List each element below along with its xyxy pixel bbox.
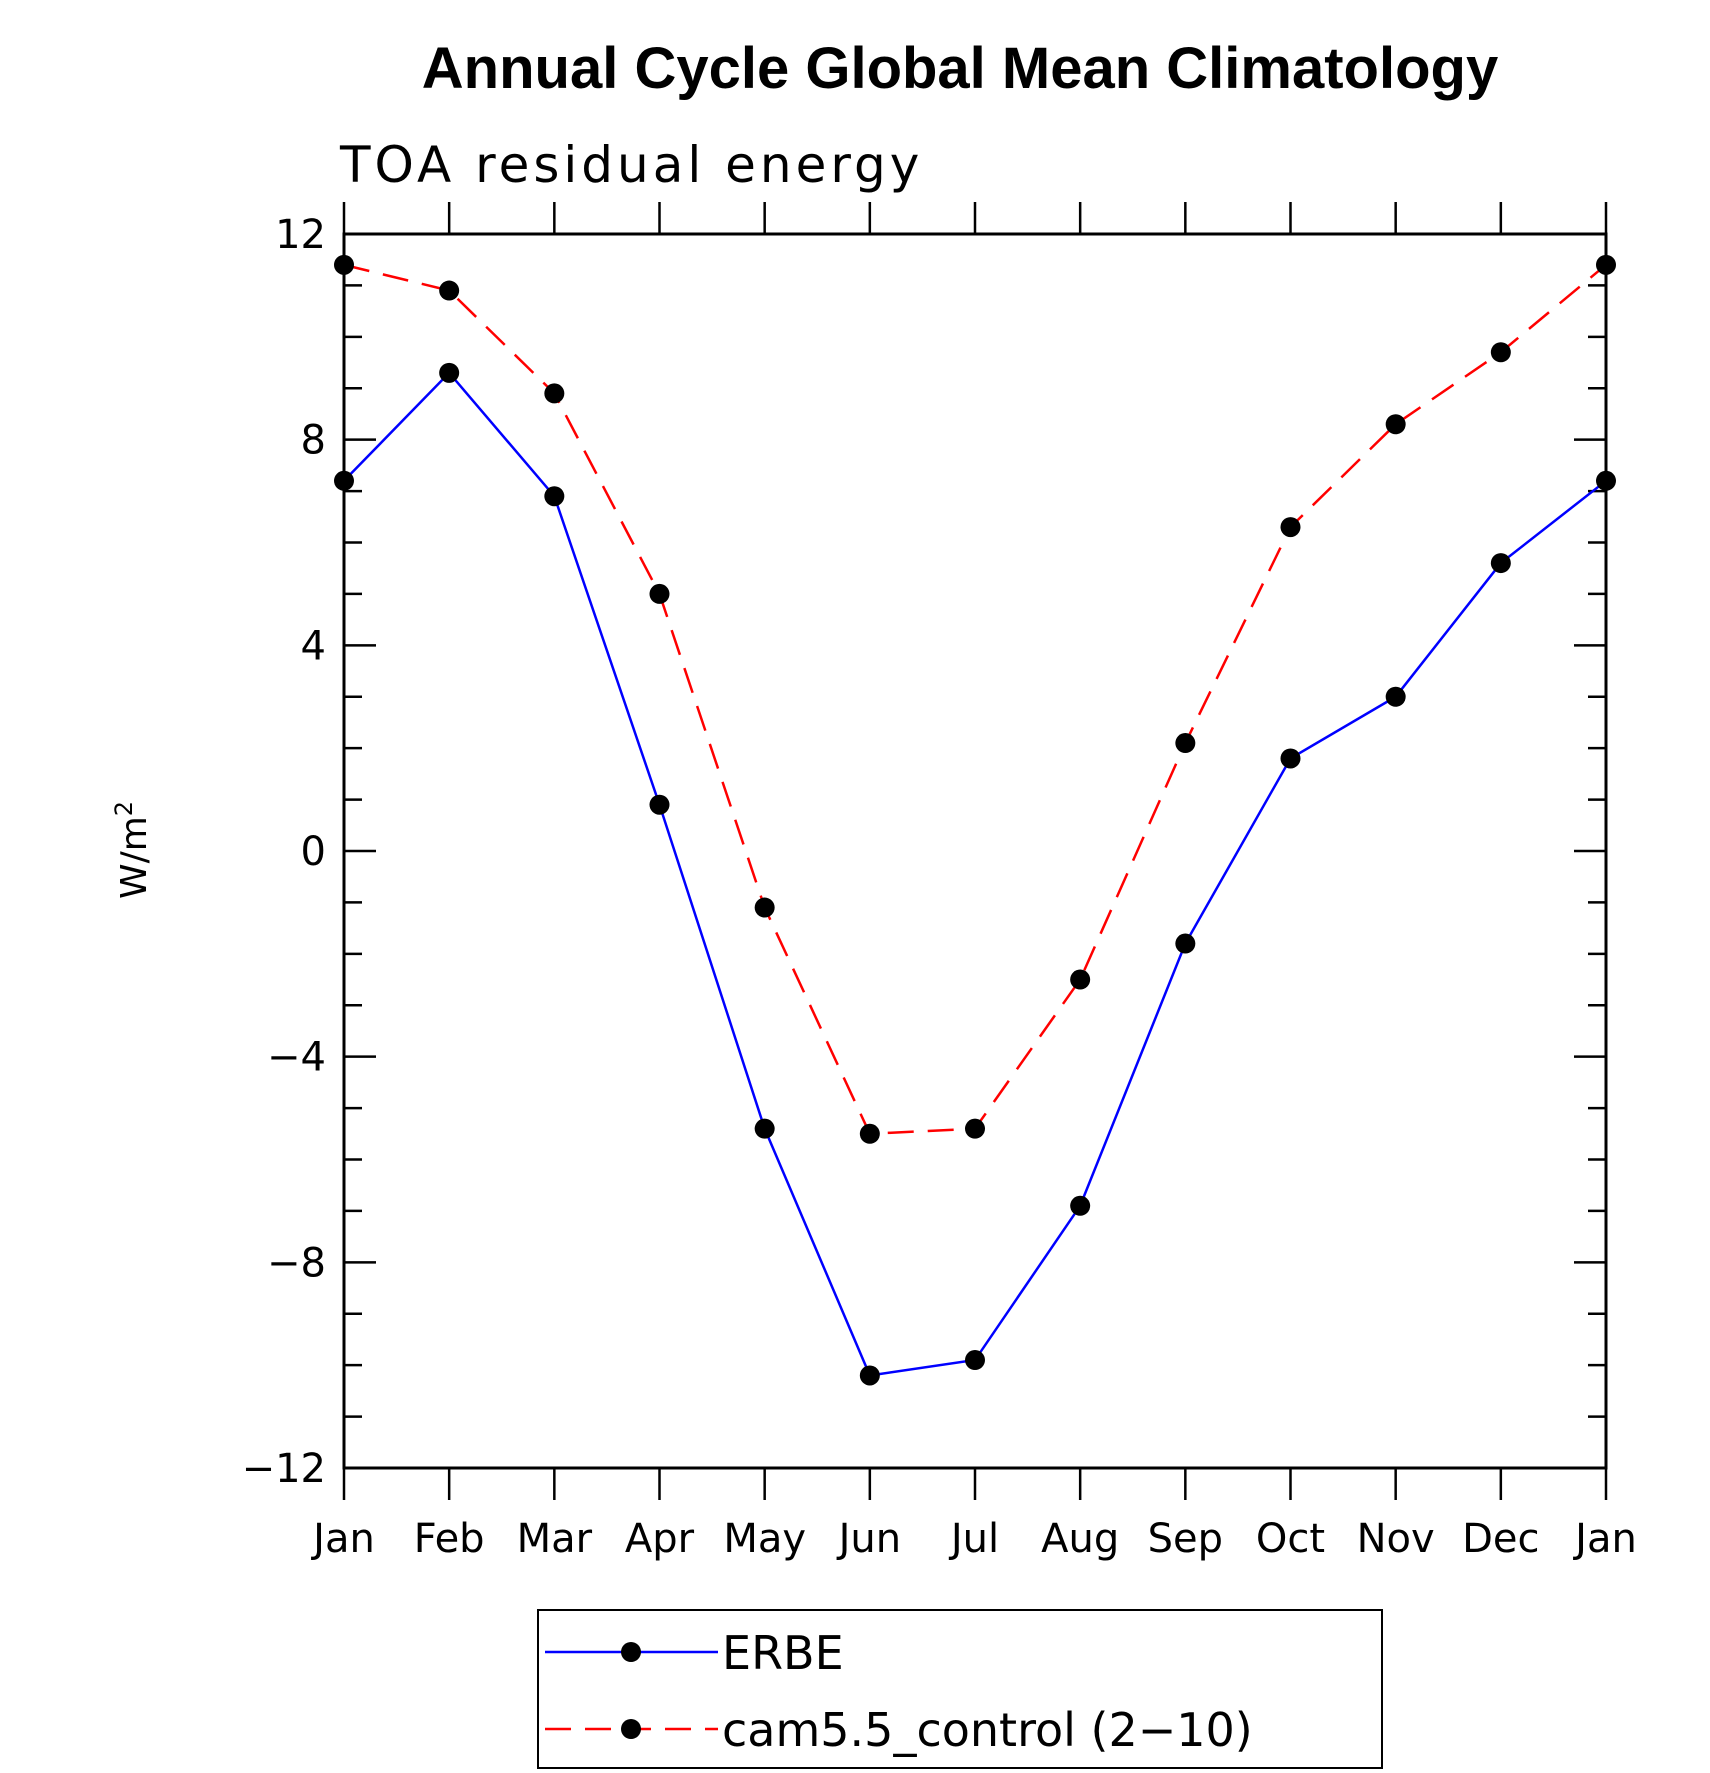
data-point — [439, 362, 460, 383]
data-point — [544, 383, 565, 404]
data-point — [754, 1118, 775, 1139]
y-axis-label-text: W/m — [114, 816, 155, 899]
y-tick-label: 0 — [301, 829, 326, 875]
x-tick-label: Sep — [1148, 1516, 1223, 1562]
data-point — [1070, 969, 1091, 990]
chart-subtitle: TOA residual energy — [339, 136, 923, 194]
series-0 — [334, 362, 1616, 1386]
plot-frame — [342, 232, 1608, 1470]
data-point — [1596, 470, 1616, 491]
data-point — [1070, 1195, 1091, 1216]
data-point — [1175, 933, 1196, 954]
y-tick-label: 8 — [301, 418, 326, 464]
y-tick-label: 4 — [301, 623, 326, 669]
y-tick-label: −12 — [242, 1446, 326, 1492]
legend-label: ERBE — [722, 1626, 844, 1680]
series-1 — [334, 254, 1616, 1144]
x-tick-label: Feb — [414, 1516, 485, 1562]
data-point — [1490, 342, 1511, 363]
x-tick-label: Jul — [948, 1516, 999, 1562]
legend-label: cam5.5_control (2−10) — [722, 1703, 1253, 1757]
series-line — [343, 370, 1607, 1377]
x-tick-label: Nov — [1357, 1516, 1435, 1562]
legend-items: ERBE cam5.5_control (2−10) — [545, 1626, 1253, 1757]
data-point — [334, 254, 354, 275]
x-tick-label: Aug — [1041, 1516, 1119, 1562]
data-point — [1385, 414, 1406, 435]
data-point — [965, 1118, 985, 1139]
data-point — [649, 583, 670, 604]
data-point — [439, 280, 460, 301]
data-point — [1385, 686, 1406, 707]
data-point — [1175, 733, 1196, 754]
x-tick-label: Jan — [1572, 1516, 1637, 1562]
y-tick-label: 12 — [275, 212, 326, 258]
x-tick-label: Jun — [836, 1516, 902, 1562]
data-point — [1280, 517, 1301, 538]
data-point — [965, 1350, 985, 1371]
data-point — [649, 794, 670, 815]
y-tick-label: −8 — [267, 1240, 326, 1286]
data-point — [754, 897, 775, 918]
x-tick-label: Mar — [517, 1516, 593, 1562]
legend: ERBE cam5.5_control (2−10) — [537, 1609, 1383, 1769]
x-tick-label: Apr — [625, 1516, 695, 1562]
data-point — [1596, 254, 1616, 275]
axes: 12 8 4 0 −4 −8 −12 Jan Feb Mar Apr May Jun Jul Aug Sep O… — [242, 202, 1637, 1562]
series-line — [343, 263, 1607, 1136]
data-point — [859, 1365, 880, 1386]
data-point — [1490, 553, 1511, 574]
y-axis-label: W/m2 — [110, 801, 155, 899]
legend-marker — [621, 1642, 641, 1662]
data-point — [859, 1123, 880, 1144]
x-tick-label: Dec — [1462, 1516, 1539, 1562]
series-layer — [334, 254, 1616, 1386]
data-point — [544, 486, 565, 507]
x-tick-label: May — [723, 1516, 806, 1562]
legend-marker — [621, 1719, 641, 1739]
data-point — [334, 470, 354, 491]
legend-box — [537, 1609, 1383, 1769]
x-tick-label: Jan — [310, 1516, 375, 1562]
chart-title: Annual Cycle Global Mean Climatology — [422, 36, 1498, 101]
y-tick-label: −4 — [267, 1035, 326, 1081]
data-point — [1280, 748, 1301, 769]
x-tick-label: Oct — [1256, 1516, 1325, 1562]
y-axis-label-superscript: 2 — [110, 801, 138, 816]
